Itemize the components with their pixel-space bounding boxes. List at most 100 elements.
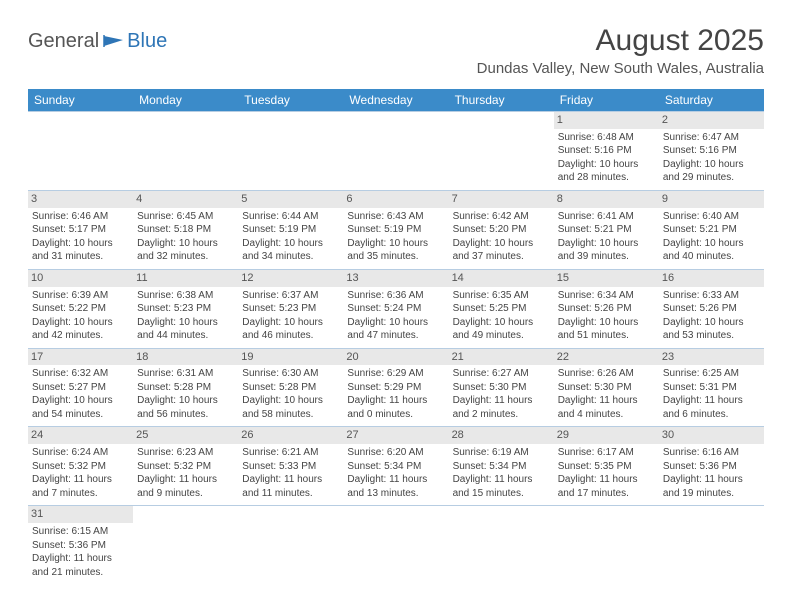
cell-line: Sunrise: 6:47 AM	[663, 131, 760, 145]
calendar-cell: 27Sunrise: 6:20 AMSunset: 5:34 PMDayligh…	[343, 427, 448, 506]
month-year: August 2025	[477, 24, 764, 58]
cell-line: Sunset: 5:34 PM	[347, 460, 444, 474]
cell-line: Sunrise: 6:32 AM	[32, 367, 129, 381]
day-number: 4	[133, 191, 238, 208]
calendar-cell	[343, 506, 448, 584]
cell-line: Daylight: 11 hours	[558, 473, 655, 487]
day-number: 6	[343, 191, 448, 208]
cell-line: Sunset: 5:18 PM	[137, 223, 234, 237]
calendar-cell: 14Sunrise: 6:35 AMSunset: 5:25 PMDayligh…	[449, 269, 554, 348]
cell-line: Sunrise: 6:19 AM	[453, 446, 550, 460]
cell-line: Sunset: 5:23 PM	[137, 302, 234, 316]
cell-line: and 56 minutes.	[137, 408, 234, 422]
calendar-cell: 16Sunrise: 6:33 AMSunset: 5:26 PMDayligh…	[659, 269, 764, 348]
dow-header: Sunday	[28, 89, 133, 112]
cell-line: Sunset: 5:30 PM	[558, 381, 655, 395]
cell-line: and 11 minutes.	[242, 487, 339, 501]
cell-line: Daylight: 10 hours	[32, 316, 129, 330]
cell-line: Daylight: 10 hours	[242, 316, 339, 330]
cell-line: Daylight: 11 hours	[137, 473, 234, 487]
cell-line: Sunset: 5:30 PM	[453, 381, 550, 395]
day-number: 17	[28, 349, 133, 366]
cell-line: Daylight: 10 hours	[242, 394, 339, 408]
location: Dundas Valley, New South Wales, Australi…	[477, 60, 764, 77]
cell-line: and 4 minutes.	[558, 408, 655, 422]
calendar-week: 31Sunrise: 6:15 AMSunset: 5:36 PMDayligh…	[28, 506, 764, 584]
cell-line: Sunrise: 6:40 AM	[663, 210, 760, 224]
cell-line: Daylight: 11 hours	[347, 394, 444, 408]
calendar-cell: 4Sunrise: 6:45 AMSunset: 5:18 PMDaylight…	[133, 190, 238, 269]
logo-text-blue: Blue	[127, 30, 167, 53]
cell-line: Daylight: 10 hours	[347, 237, 444, 251]
calendar-cell: 10Sunrise: 6:39 AMSunset: 5:22 PMDayligh…	[28, 269, 133, 348]
calendar-cell: 22Sunrise: 6:26 AMSunset: 5:30 PMDayligh…	[554, 348, 659, 427]
calendar-week: 24Sunrise: 6:24 AMSunset: 5:32 PMDayligh…	[28, 427, 764, 506]
calendar-cell	[238, 112, 343, 191]
calendar-cell: 24Sunrise: 6:24 AMSunset: 5:32 PMDayligh…	[28, 427, 133, 506]
day-number: 23	[659, 349, 764, 366]
calendar-week: 10Sunrise: 6:39 AMSunset: 5:22 PMDayligh…	[28, 269, 764, 348]
calendar-cell: 19Sunrise: 6:30 AMSunset: 5:28 PMDayligh…	[238, 348, 343, 427]
cell-line: Sunrise: 6:44 AM	[242, 210, 339, 224]
day-number: 22	[554, 349, 659, 366]
cell-line: and 17 minutes.	[558, 487, 655, 501]
cell-line: Daylight: 11 hours	[663, 473, 760, 487]
cell-line: Sunset: 5:26 PM	[663, 302, 760, 316]
cell-line: and 9 minutes.	[137, 487, 234, 501]
cell-line: Sunset: 5:31 PM	[663, 381, 760, 395]
dow-row: Sunday Monday Tuesday Wednesday Thursday…	[28, 89, 764, 112]
calendar-cell: 31Sunrise: 6:15 AMSunset: 5:36 PMDayligh…	[28, 506, 133, 584]
cell-line: Daylight: 11 hours	[32, 552, 129, 566]
cell-line: and 19 minutes.	[663, 487, 760, 501]
calendar-cell: 6Sunrise: 6:43 AMSunset: 5:19 PMDaylight…	[343, 190, 448, 269]
cell-line: and 39 minutes.	[558, 250, 655, 264]
cell-line: and 2 minutes.	[453, 408, 550, 422]
cell-line: Daylight: 10 hours	[558, 316, 655, 330]
day-number: 28	[449, 427, 554, 444]
cell-line: and 15 minutes.	[453, 487, 550, 501]
cell-line: and 13 minutes.	[347, 487, 444, 501]
calendar-cell	[133, 506, 238, 584]
cell-line: Sunset: 5:22 PM	[32, 302, 129, 316]
calendar-cell	[449, 112, 554, 191]
calendar-week: 17Sunrise: 6:32 AMSunset: 5:27 PMDayligh…	[28, 348, 764, 427]
cell-line: Daylight: 11 hours	[453, 473, 550, 487]
day-number: 29	[554, 427, 659, 444]
cell-line: and 28 minutes.	[558, 171, 655, 185]
cell-line: Sunrise: 6:24 AM	[32, 446, 129, 460]
cell-line: Daylight: 10 hours	[32, 237, 129, 251]
day-number: 8	[554, 191, 659, 208]
cell-line: and 42 minutes.	[32, 329, 129, 343]
cell-line: Sunrise: 6:15 AM	[32, 525, 129, 539]
cell-line: Daylight: 11 hours	[453, 394, 550, 408]
calendar-cell: 9Sunrise: 6:40 AMSunset: 5:21 PMDaylight…	[659, 190, 764, 269]
cell-line: Daylight: 10 hours	[663, 316, 760, 330]
cell-line: Sunset: 5:36 PM	[32, 539, 129, 553]
cell-line: Daylight: 10 hours	[453, 316, 550, 330]
day-number: 12	[238, 270, 343, 287]
cell-line: and 49 minutes.	[453, 329, 550, 343]
calendar-cell: 30Sunrise: 6:16 AMSunset: 5:36 PMDayligh…	[659, 427, 764, 506]
day-number: 15	[554, 270, 659, 287]
calendar-cell: 8Sunrise: 6:41 AMSunset: 5:21 PMDaylight…	[554, 190, 659, 269]
calendar-cell: 17Sunrise: 6:32 AMSunset: 5:27 PMDayligh…	[28, 348, 133, 427]
cell-line: and 46 minutes.	[242, 329, 339, 343]
calendar-cell: 29Sunrise: 6:17 AMSunset: 5:35 PMDayligh…	[554, 427, 659, 506]
cell-line: and 37 minutes.	[453, 250, 550, 264]
cell-line: Sunrise: 6:34 AM	[558, 289, 655, 303]
cell-line: Daylight: 11 hours	[32, 473, 129, 487]
cell-line: Sunrise: 6:30 AM	[242, 367, 339, 381]
dow-header: Saturday	[659, 89, 764, 112]
cell-line: Sunset: 5:16 PM	[663, 144, 760, 158]
calendar-week: 1Sunrise: 6:48 AMSunset: 5:16 PMDaylight…	[28, 112, 764, 191]
calendar-cell: 21Sunrise: 6:27 AMSunset: 5:30 PMDayligh…	[449, 348, 554, 427]
calendar-table: Sunday Monday Tuesday Wednesday Thursday…	[28, 89, 764, 584]
cell-line: and 0 minutes.	[347, 408, 444, 422]
calendar-cell: 7Sunrise: 6:42 AMSunset: 5:20 PMDaylight…	[449, 190, 554, 269]
cell-line: and 34 minutes.	[242, 250, 339, 264]
cell-line: and 44 minutes.	[137, 329, 234, 343]
day-number: 20	[343, 349, 448, 366]
cell-line: Daylight: 10 hours	[137, 394, 234, 408]
calendar-cell: 15Sunrise: 6:34 AMSunset: 5:26 PMDayligh…	[554, 269, 659, 348]
cell-line: Daylight: 10 hours	[453, 237, 550, 251]
